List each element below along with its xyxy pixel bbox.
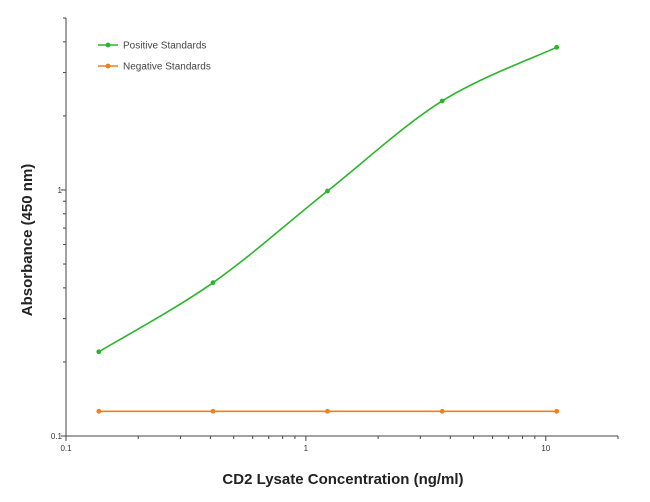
data-point [554, 44, 560, 50]
legend: Positive Standards Negative Standards [98, 41, 211, 73]
y-tick-label: 1 [58, 186, 63, 195]
legend-label: Positive Standards [123, 41, 206, 52]
y-tick-label: 0.1 [51, 432, 63, 441]
data-point [439, 98, 445, 104]
series-line-1 [98, 46, 557, 353]
y-ticks: 0.11 [51, 17, 66, 441]
legend-label: Negative Standards [123, 62, 211, 73]
x-axis-title: CD2 Lysate Concentration (ng/ml) [222, 471, 463, 488]
data-point [210, 408, 216, 414]
series-layer [96, 44, 560, 414]
x-tick-label: 1 [304, 444, 309, 453]
x-tick-label: 10 [541, 444, 550, 453]
axes [65, 18, 618, 437]
data-point [210, 280, 216, 286]
data-point [96, 408, 102, 414]
y-axis-title: Absorbance (450 nm) [19, 164, 36, 317]
legend-marker [105, 63, 111, 69]
data-point [96, 349, 102, 355]
x-tick-label: 0.1 [60, 444, 72, 453]
data-point [439, 408, 445, 414]
data-point [325, 188, 330, 194]
x-ticks: 0.1 1 10 [60, 436, 619, 453]
legend-marker [105, 42, 111, 48]
data-point [325, 408, 330, 414]
data-point [554, 408, 560, 414]
